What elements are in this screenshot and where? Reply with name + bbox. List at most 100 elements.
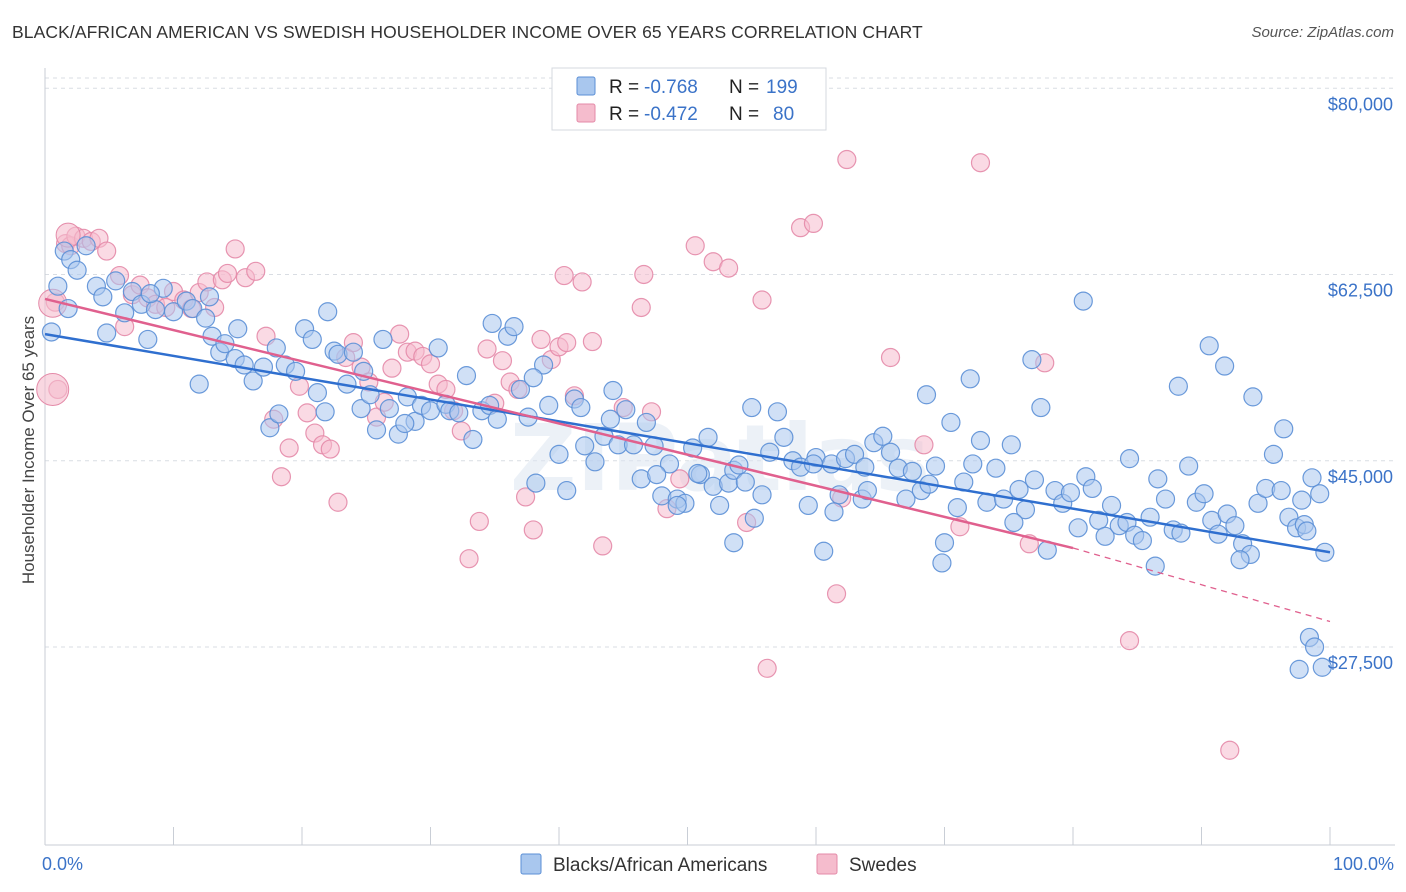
blacks-point	[934, 533, 955, 553]
blacks-trend-line	[44, 332, 1331, 554]
blacks-point	[925, 456, 946, 476]
swedes-point	[271, 467, 292, 487]
blacks-point	[710, 495, 730, 516]
blacks-point	[1274, 419, 1294, 439]
blacks-point	[41, 322, 62, 342]
swedes-point	[297, 403, 317, 423]
chart-title: BLACK/AFRICAN AMERICAN VS SWEDISH HOUSEH…	[12, 22, 923, 42]
blacks-point	[1215, 356, 1235, 376]
blacks-point	[647, 464, 667, 485]
blacks-point	[814, 541, 834, 561]
blacks-point	[234, 355, 254, 375]
blacks-point	[1271, 480, 1291, 501]
y-tick-label: $27,500	[1328, 653, 1393, 673]
blacks-point	[703, 476, 723, 496]
blacks-point	[106, 271, 126, 291]
blacks-point	[428, 338, 448, 358]
blacks-point	[798, 495, 818, 516]
blacks-point	[947, 497, 967, 518]
blacks-point	[1263, 444, 1284, 464]
blacks-point	[932, 553, 952, 573]
blacks-point	[549, 444, 569, 464]
blacks-point	[379, 399, 399, 419]
blacks-point	[163, 302, 184, 322]
swedes-point	[826, 584, 847, 604]
blacks-point	[1292, 490, 1312, 510]
bottom-legend: Blacks/African Americans Swedes	[520, 853, 917, 876]
blacks-point	[140, 284, 160, 304]
swedes-point	[554, 265, 574, 286]
blacks-point	[829, 485, 849, 505]
legend-swatch-blue	[576, 76, 596, 96]
swedes-point	[803, 213, 824, 233]
blacks-point	[199, 287, 220, 307]
axes	[44, 68, 1395, 846]
swedes-point	[217, 263, 238, 284]
blacks-point	[1312, 657, 1332, 677]
blacks-point	[315, 402, 335, 422]
blacks-point	[1225, 516, 1245, 536]
bottom-legend-label-blue: Blacks/African Americans	[553, 855, 767, 876]
swedes-point	[531, 329, 551, 350]
x-tick-label-max: 100.0%	[1333, 854, 1394, 874]
blacks-point	[1101, 495, 1122, 516]
blacks-point	[366, 420, 387, 440]
blacks-point	[585, 452, 605, 472]
blacks-point	[1243, 387, 1263, 407]
swedes-point	[459, 549, 479, 569]
legend-r-label-2: R =	[609, 104, 639, 125]
y-tick-label: $80,000	[1328, 94, 1393, 114]
blacks-point	[189, 374, 209, 394]
blacks-point	[1297, 521, 1317, 541]
blacks-point	[67, 260, 87, 280]
blacks-point	[1248, 493, 1268, 513]
blacks-point	[456, 366, 477, 386]
bottom-legend-swatch-pink	[816, 853, 838, 875]
blacks-point	[504, 317, 524, 337]
swedes-point	[420, 354, 441, 374]
swedes-point	[390, 324, 410, 344]
blacks-point	[963, 454, 983, 474]
blacks-point	[93, 287, 113, 307]
swedes-point	[880, 347, 901, 368]
swedes-point	[477, 339, 497, 359]
blacks-point	[1304, 637, 1325, 657]
legend-n-value-1: 199	[766, 77, 798, 98]
swedes-point	[246, 261, 266, 281]
blacks-point	[97, 323, 117, 343]
swedes-point	[670, 469, 690, 489]
swedes-point	[1220, 740, 1240, 760]
legend-n-label-1: N =	[729, 77, 759, 98]
blacks-point	[623, 435, 644, 455]
blacks-point	[941, 412, 961, 433]
swedes-point	[572, 272, 592, 292]
swedes-point	[1119, 631, 1140, 651]
blacks-point	[767, 402, 788, 422]
blacks-point	[742, 397, 762, 418]
blacks-point	[880, 442, 901, 462]
swedes-point	[631, 297, 651, 318]
blacks-point	[266, 338, 286, 358]
blacks-point	[571, 397, 591, 418]
blacks-point	[1168, 376, 1188, 396]
legend-r-value-1: -0.768	[644, 77, 698, 98]
blacks-point	[510, 379, 531, 400]
blacks-point	[844, 444, 865, 464]
blacks-point	[735, 472, 755, 492]
swedes-point	[634, 264, 654, 285]
blacks-point	[302, 329, 322, 350]
swedes-point	[837, 149, 857, 170]
swedes-point	[557, 333, 577, 353]
y-tick-label: $62,500	[1328, 281, 1393, 301]
blacks-point	[1148, 469, 1168, 489]
blacks-point	[351, 399, 371, 419]
swedes-point	[970, 153, 991, 173]
blacks-point	[260, 418, 280, 438]
x-ticks	[44, 827, 1331, 845]
swedes-point	[382, 358, 402, 378]
blacks-point	[145, 300, 166, 320]
swedes-point	[593, 536, 613, 556]
legend-r-label-1: R =	[609, 77, 639, 98]
blacks-point	[1155, 489, 1176, 509]
